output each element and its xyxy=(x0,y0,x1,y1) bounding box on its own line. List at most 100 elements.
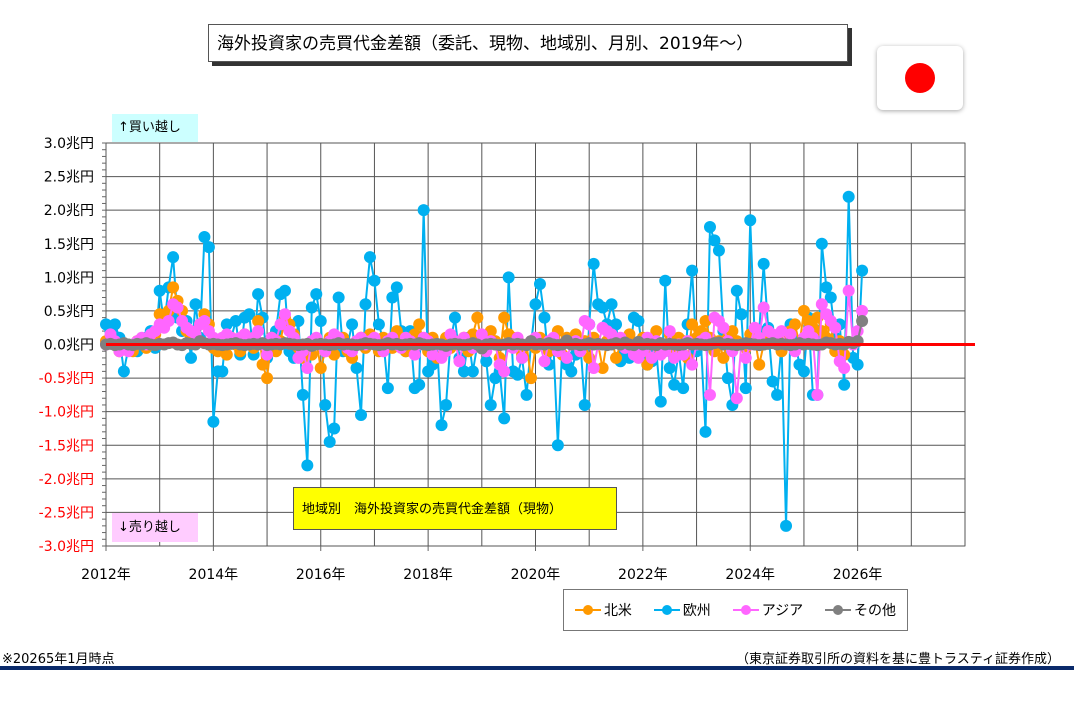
data-point xyxy=(350,362,363,375)
x-tick-label: 2012年 xyxy=(81,567,131,583)
data-point xyxy=(355,409,368,422)
data-point xyxy=(757,257,770,270)
data-point xyxy=(511,368,524,381)
data-point xyxy=(538,311,551,324)
data-point xyxy=(686,358,699,371)
data-point xyxy=(189,298,202,311)
data-point xyxy=(565,365,578,378)
buy-annotation-text: ↑買い越し xyxy=(118,120,181,135)
y-axis-ticks: 3.0兆円 2.5兆円 2.0兆円 1.5兆円 1.0兆円 0.5兆円 0.0兆円 -0.5兆… xyxy=(39,136,94,555)
data-point xyxy=(484,398,497,411)
data-point xyxy=(632,314,645,327)
legend-item-other: その他 xyxy=(825,600,896,620)
data-point xyxy=(838,378,851,391)
data-point xyxy=(730,284,743,297)
data-point xyxy=(654,395,667,408)
data-point xyxy=(838,362,851,375)
data-point xyxy=(498,412,511,425)
data-point xyxy=(560,351,573,364)
data-point xyxy=(663,325,676,338)
x-tick-label: 2016年 xyxy=(296,567,346,583)
data-point xyxy=(856,264,869,277)
data-point xyxy=(319,398,332,411)
data-point xyxy=(851,358,864,371)
legend-marker-other-icon xyxy=(825,605,852,615)
data-point xyxy=(323,435,336,448)
data-point xyxy=(359,298,372,311)
data-point xyxy=(252,325,265,338)
data-point xyxy=(185,351,198,364)
data-point xyxy=(278,284,291,297)
x-tick-label: 2022年 xyxy=(618,567,668,583)
data-point xyxy=(788,318,801,331)
chart-caption-box: 地域別 海外投資家の売買代金差額（現物） xyxy=(293,487,617,530)
chart-title: 海外投資家の売買代金差額（委託、現物、地域別、月別、2019年～） xyxy=(217,34,754,54)
x-tick-label: 2024年 xyxy=(725,567,775,583)
data-point xyxy=(797,304,810,317)
data-point xyxy=(829,321,842,334)
data-point xyxy=(252,288,265,301)
data-point xyxy=(301,362,314,375)
y-tick-label: 3.0兆円 xyxy=(44,136,94,152)
data-point xyxy=(842,284,855,297)
y-tick-label: -0.5兆円 xyxy=(39,371,94,387)
data-point xyxy=(278,308,291,321)
data-point xyxy=(386,291,399,304)
data-point xyxy=(520,388,533,401)
data-point xyxy=(475,328,488,341)
data-point xyxy=(413,378,426,391)
data-point xyxy=(498,311,511,324)
data-point xyxy=(529,298,542,311)
y-tick-label: -2.5兆円 xyxy=(39,505,94,521)
data-point xyxy=(198,231,211,244)
data-point xyxy=(108,318,121,331)
data-point xyxy=(328,422,341,435)
data-point xyxy=(314,314,327,327)
data-point xyxy=(842,190,855,203)
data-point xyxy=(408,348,421,361)
data-point xyxy=(784,328,797,341)
data-point xyxy=(314,362,327,375)
data-point xyxy=(739,382,752,395)
data-point xyxy=(498,365,511,378)
data-point xyxy=(516,351,529,364)
legend-label-asia: アジア xyxy=(761,603,804,619)
data-point xyxy=(390,281,403,294)
data-point xyxy=(820,281,833,294)
data-point xyxy=(198,314,211,327)
x-tick-label: 2026年 xyxy=(833,567,883,583)
data-point xyxy=(708,234,721,247)
footer-divider xyxy=(0,666,1074,670)
series-other xyxy=(100,314,869,355)
data-point xyxy=(372,318,385,331)
data-point xyxy=(252,314,265,327)
data-point xyxy=(551,439,564,452)
data-point xyxy=(587,362,600,375)
data-point xyxy=(856,314,869,327)
data-point xyxy=(677,382,690,395)
data-point xyxy=(717,351,730,364)
y-tick-label: 0.0兆円 xyxy=(44,338,94,354)
data-point xyxy=(502,271,515,284)
legend-marker-north-america-icon xyxy=(574,605,601,615)
data-point xyxy=(332,291,345,304)
data-point xyxy=(216,365,229,378)
data-point xyxy=(730,392,743,405)
data-point xyxy=(650,325,663,338)
data-point xyxy=(435,419,448,432)
data-point xyxy=(457,365,470,378)
data-point xyxy=(256,358,269,371)
data-point xyxy=(703,220,716,233)
data-point xyxy=(167,281,180,294)
legend-marker-asia-icon xyxy=(732,605,759,615)
data-point xyxy=(703,388,716,401)
data-point xyxy=(712,244,725,257)
data-point xyxy=(583,318,596,331)
data-point xyxy=(605,298,618,311)
y-tick-label: 2.5兆円 xyxy=(44,170,94,186)
data-point xyxy=(815,298,828,311)
data-point xyxy=(780,519,793,532)
y-tick-label: -2.0兆円 xyxy=(39,472,94,488)
data-point xyxy=(739,351,752,364)
data-point xyxy=(207,415,220,428)
